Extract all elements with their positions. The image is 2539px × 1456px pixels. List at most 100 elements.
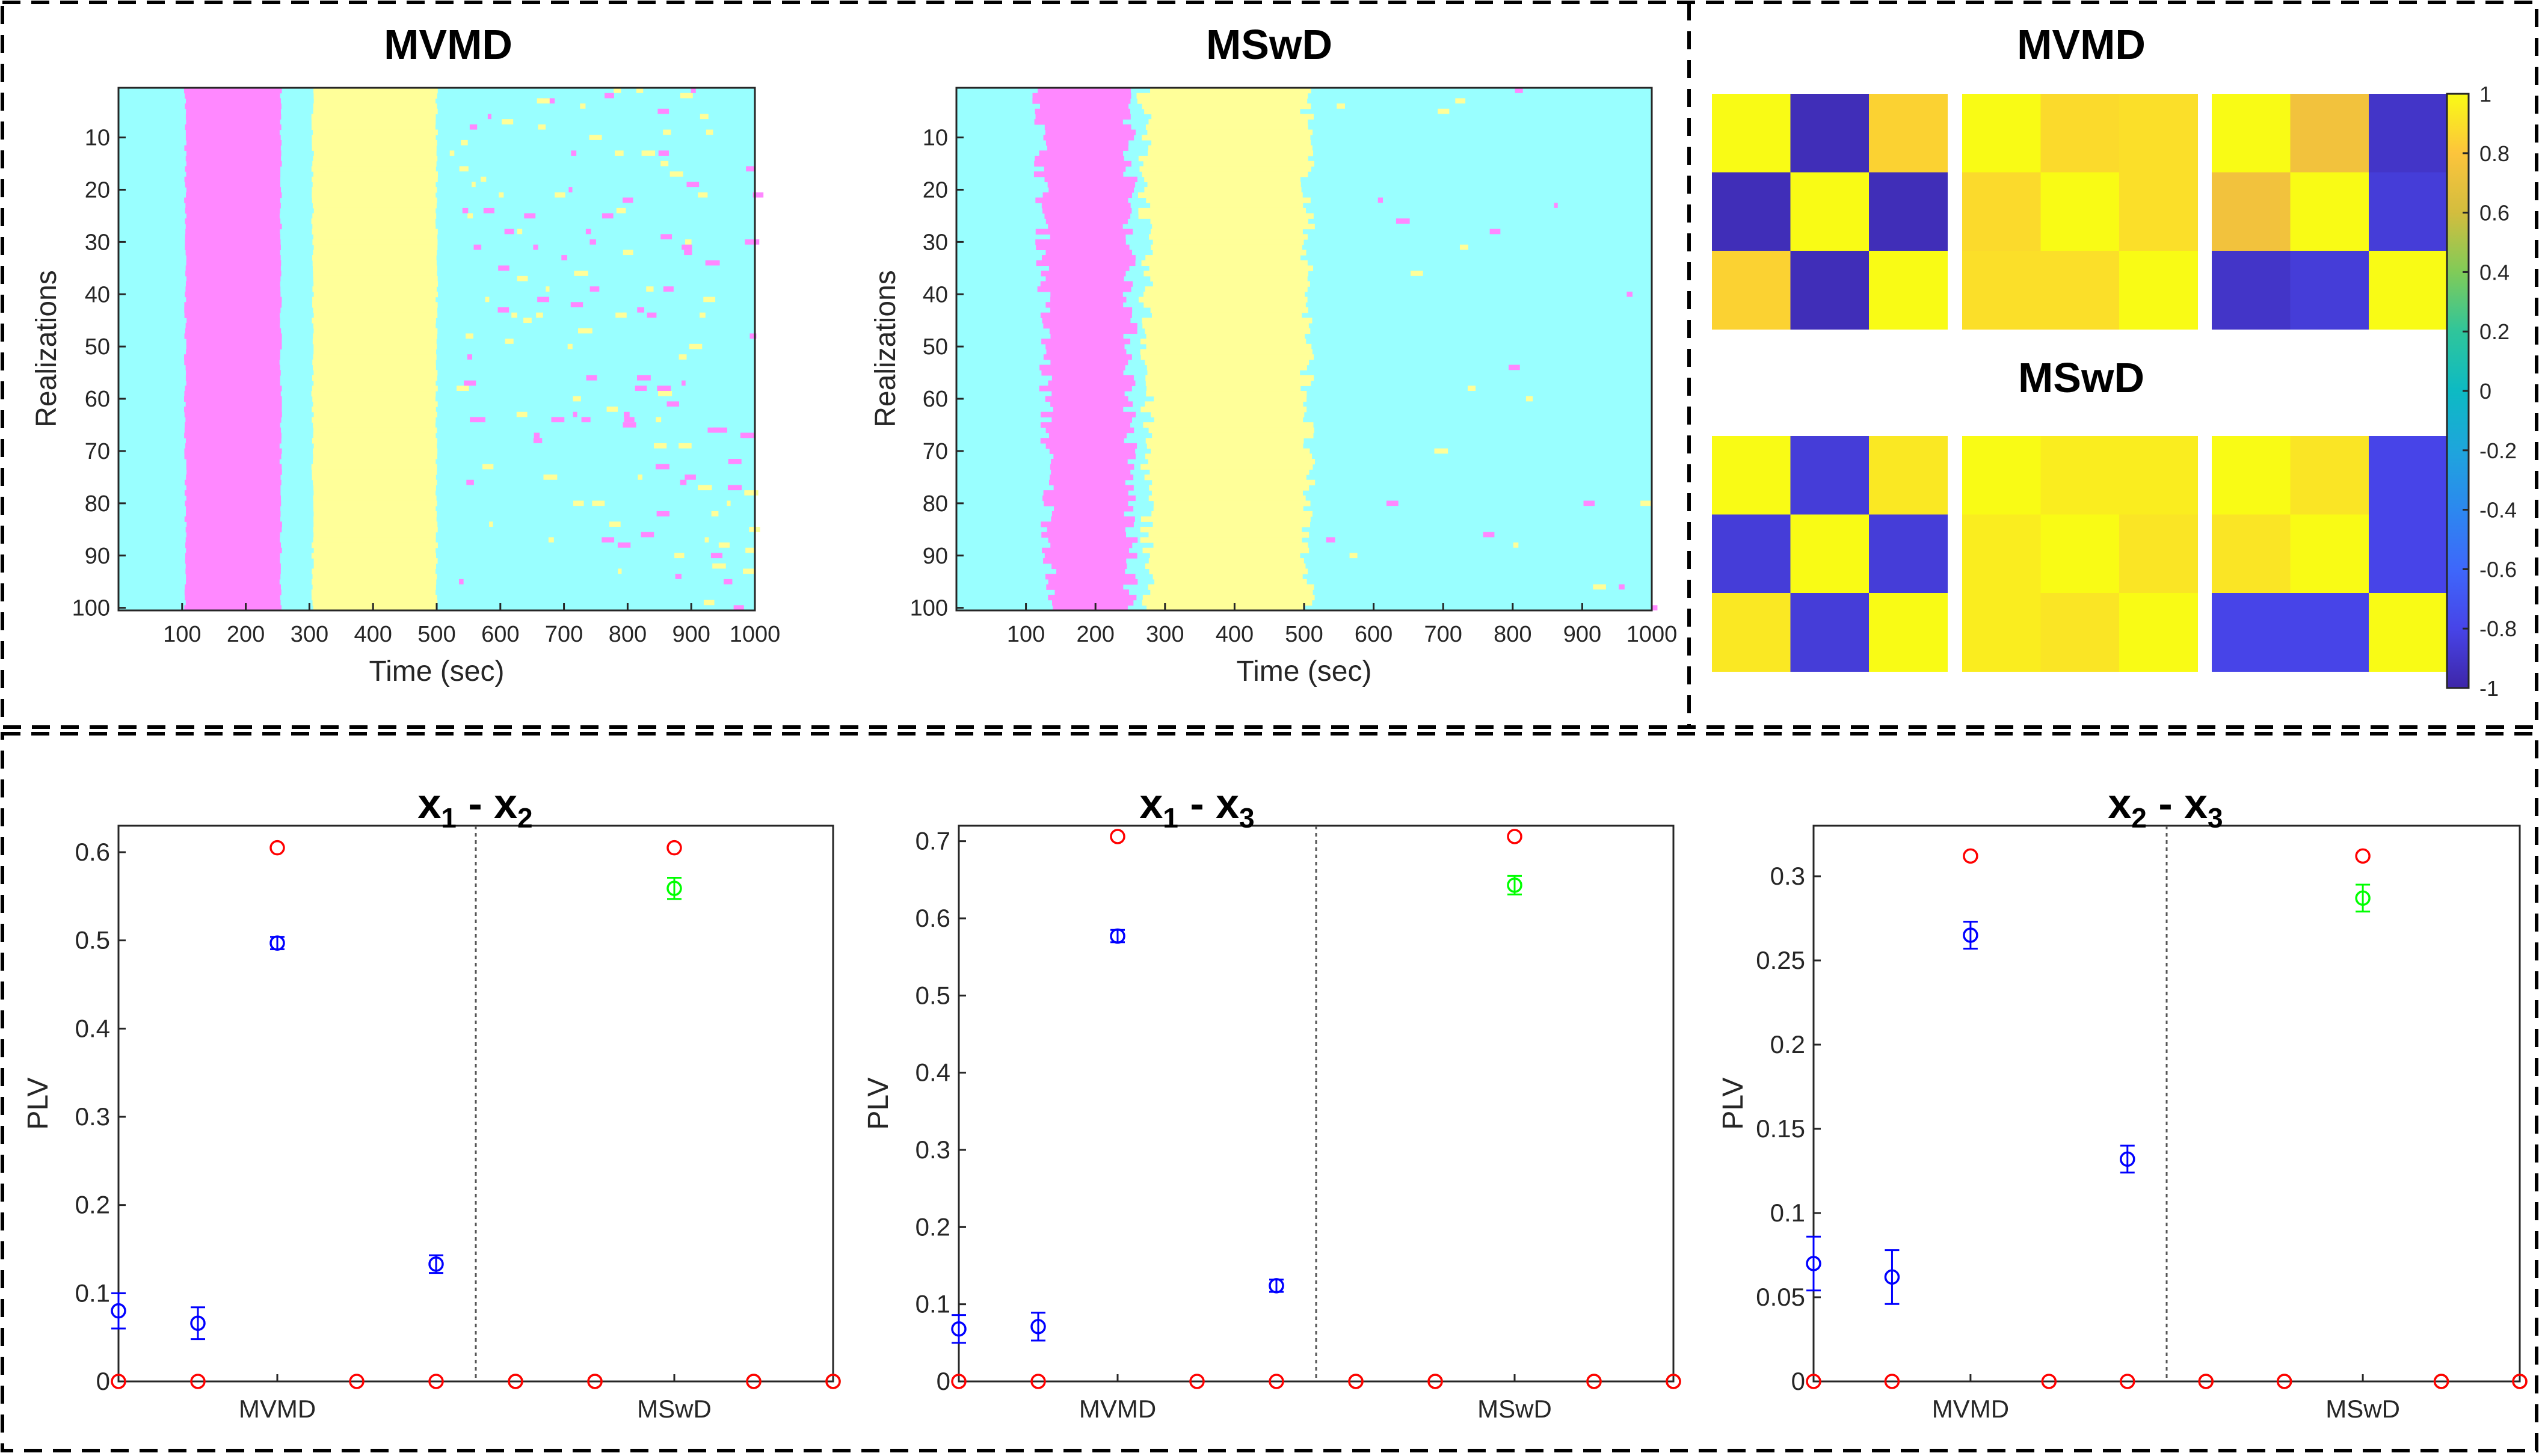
heatmap-mvmd-band-row bbox=[313, 526, 438, 533]
plv-title-part: x bbox=[2108, 780, 2131, 827]
heatmap-mswd-band-row bbox=[1141, 260, 1308, 266]
heatmap-mswd-band-row bbox=[1041, 532, 1127, 538]
heatmap-mswd-band-row bbox=[1138, 155, 1308, 162]
plv-y-tick-label: 0.6 bbox=[916, 904, 950, 932]
mvmd-matrix-cell bbox=[1962, 172, 2041, 251]
heatmap-mvmd-band-row bbox=[313, 537, 436, 543]
heatmap-mswd-band-row bbox=[1142, 600, 1313, 606]
heatmap-mvmd-band-row bbox=[313, 343, 437, 350]
heatmap-mswd-band-row bbox=[1143, 422, 1314, 428]
heatmap-mswd-band-row bbox=[1050, 333, 1124, 339]
heatmap-mvmd-y-tick-label: 80 bbox=[85, 491, 110, 517]
heatmap-mvmd-band-row bbox=[185, 553, 280, 559]
heatmap-mvmd-band-row bbox=[186, 296, 282, 303]
heatmap-mvmd-band-row bbox=[185, 291, 281, 298]
heatmap-mswd-band-row bbox=[1039, 103, 1129, 109]
red-point bbox=[2041, 1374, 2057, 1389]
heatmap-mswd-band-row bbox=[1045, 129, 1136, 135]
mvmd-matrix-cell bbox=[2290, 251, 2369, 330]
heatmap-mvmd-noise-cell bbox=[517, 229, 523, 235]
heatmap-mvmd-noise-cell bbox=[602, 213, 614, 219]
heatmap-mswd-band-row bbox=[1147, 182, 1301, 188]
heatmap-mvmd-band-row bbox=[311, 114, 436, 120]
heatmap-mvmd-band-row bbox=[311, 119, 436, 125]
heatmap-mvmd-band-row bbox=[185, 135, 281, 141]
heatmap-mswd-band-row bbox=[1045, 443, 1137, 449]
heatmap-mvmd-band-row bbox=[312, 386, 438, 392]
plv-y-tick-label: 0.3 bbox=[1770, 862, 1805, 890]
heatmap-mswd-noise-cell bbox=[1377, 197, 1383, 203]
heatmap-mswd-band-row bbox=[1142, 547, 1310, 554]
plv-title: x1 - x2 bbox=[417, 780, 532, 834]
plv-title-subscript: 3 bbox=[1239, 802, 1255, 834]
heatmap-mvmd-band-row bbox=[186, 171, 281, 177]
heatmap-mvmd-band-row bbox=[312, 600, 438, 606]
heatmap-mswd-noise-cell bbox=[1489, 229, 1501, 235]
heatmap-mvmd-band-row bbox=[313, 422, 435, 428]
mvmd-matrix-cell bbox=[2212, 251, 2291, 330]
heatmap-mvmd-band-row bbox=[313, 490, 436, 496]
heatmap-mvmd-band-row bbox=[312, 407, 436, 413]
heatmap-mswd-band-row bbox=[1148, 584, 1314, 590]
colorbar-tick-label: 0.2 bbox=[2479, 319, 2510, 344]
heatmap-mvmd-noise-cell bbox=[543, 475, 558, 480]
heatmap-mvmd-noise-cell bbox=[728, 458, 742, 464]
heatmap-mvmd-band-row bbox=[313, 500, 437, 506]
heatmap-mswd-noise-cell bbox=[1525, 396, 1533, 402]
heatmap-mswd-band-row bbox=[1148, 427, 1314, 434]
heatmap-mswd-band-row bbox=[1153, 500, 1311, 506]
heatmap-mvmd-noise-cell bbox=[548, 537, 554, 543]
heatmap-mswd-band-row bbox=[1149, 265, 1314, 271]
heatmap-mswd-band-row bbox=[1040, 312, 1132, 318]
heatmap-mvmd-band-row bbox=[184, 490, 281, 496]
heatmap-mswd-band-row bbox=[1143, 271, 1309, 277]
mswd-matrix-cell bbox=[1790, 514, 1870, 594]
heatmap-mswd-band-row bbox=[1139, 166, 1311, 172]
heatmap-mvmd-band-row bbox=[312, 239, 438, 245]
heatmap-mswd-band-row bbox=[1048, 380, 1136, 386]
blue-point bbox=[1963, 927, 1978, 943]
red-point bbox=[951, 1374, 967, 1389]
heatmap-mvmd-x-ticks: 100 200 300 400 500 600 700 800 900 1000 bbox=[163, 603, 780, 647]
heatmap-mswd-band-row bbox=[1151, 490, 1303, 496]
heatmap-mswd-x-tick-label: 700 bbox=[1424, 622, 1462, 647]
heatmap-mswd-noise-cell bbox=[1438, 108, 1450, 114]
red-point bbox=[1348, 1374, 1364, 1389]
heatmap-mswd-band-row bbox=[1048, 223, 1123, 230]
heatmap-mswd-band-row bbox=[1050, 475, 1134, 481]
mswd-matrix-cell bbox=[2040, 514, 2120, 594]
heatmap-mswd-noise-cell bbox=[1459, 244, 1468, 250]
heatmap-mvmd-noise-cell bbox=[658, 391, 672, 396]
heatmap-mvmd-noise-cell bbox=[615, 150, 624, 156]
heatmap-mvmd-noise-cell bbox=[561, 255, 567, 260]
heatmap-mvmd-band-row bbox=[312, 161, 437, 167]
heatmap-mvmd-band-row bbox=[313, 516, 437, 522]
heatmap-mvmd-noise-cell bbox=[647, 312, 657, 318]
heatmap-mvmd-band-row bbox=[185, 207, 280, 214]
bottom-panel-frame bbox=[1, 732, 2538, 1452]
heatmap-mvmd-band-row bbox=[313, 380, 436, 386]
heatmap-mvmd-band-row bbox=[186, 192, 282, 198]
red-point bbox=[1586, 1374, 1602, 1389]
heatmap-mswd-band-row bbox=[1035, 108, 1130, 115]
heatmap-mswd-band-row bbox=[1148, 532, 1310, 538]
heatmap-mvmd-noise-cell bbox=[617, 542, 631, 548]
heatmap-mvmd-band-row bbox=[313, 521, 438, 527]
heatmap-mvmd-noise-cell bbox=[499, 192, 504, 198]
plv-x-tick-label: MVMD bbox=[1079, 1395, 1156, 1423]
heatmap-mswd-y-tick-label: 70 bbox=[923, 439, 948, 464]
heatmap-mvmd-band-row bbox=[186, 485, 281, 491]
heatmap-mvmd-noise-cell bbox=[637, 307, 644, 313]
heatmap-mvmd-noise-cell bbox=[487, 114, 491, 120]
mvmd-matrix-cell bbox=[1869, 172, 1948, 251]
heatmap-mvmd-noise-cell bbox=[666, 401, 679, 407]
heatmap-mvmd-y-tick-label: 90 bbox=[85, 544, 110, 569]
heatmap-mswd-band-row bbox=[1038, 88, 1131, 94]
heatmap-mvmd-band-row bbox=[184, 391, 281, 397]
red-point bbox=[587, 1374, 603, 1389]
heatmap-mswd-band-row bbox=[1152, 432, 1314, 438]
heatmap-mvmd-noise-cell bbox=[511, 312, 517, 318]
heatmap-mswd-band-row bbox=[1152, 223, 1315, 230]
plv-y-tick-label: 0 bbox=[96, 1367, 110, 1395]
